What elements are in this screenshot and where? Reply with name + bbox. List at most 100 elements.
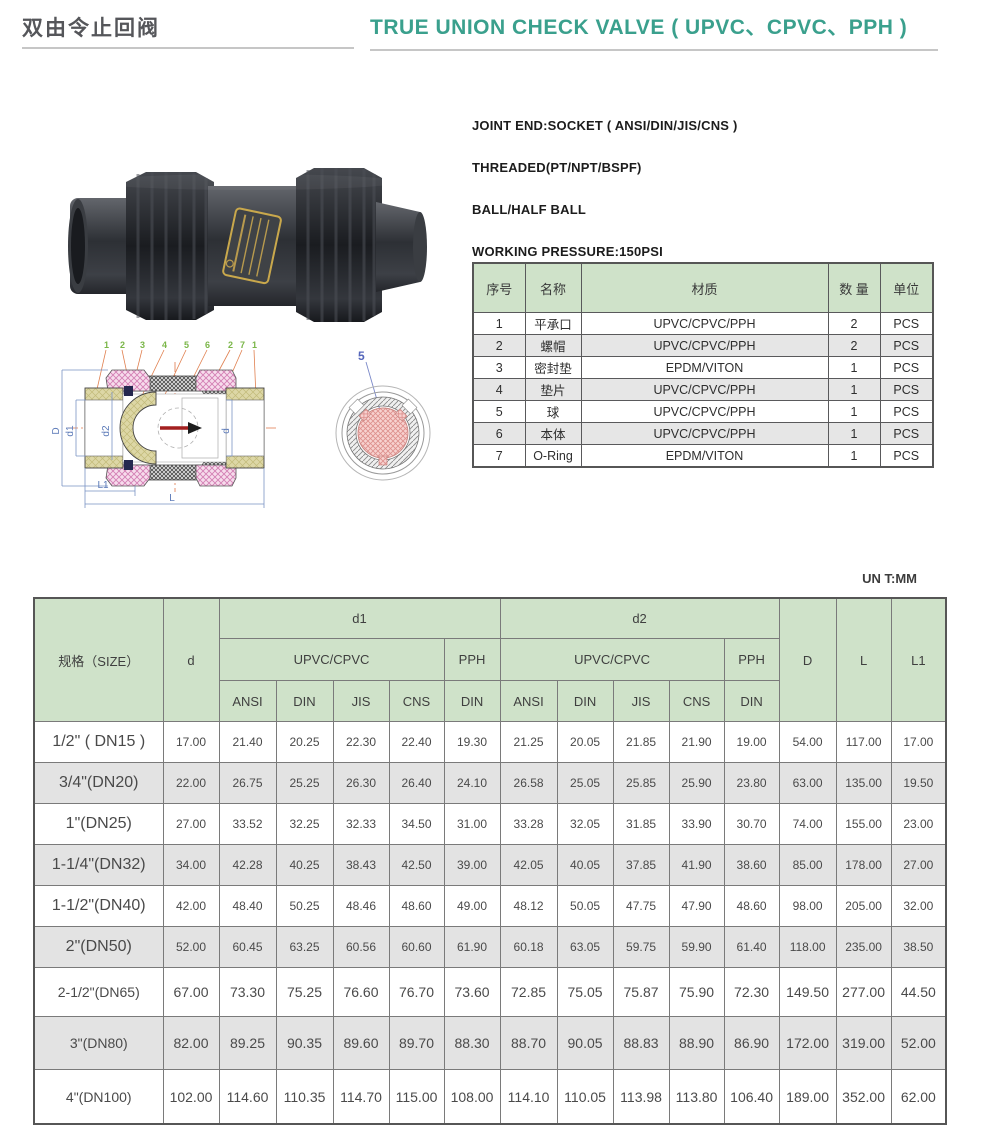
- parts-table: 序号 名称 材质 数 量 单位 1 平承口 UPVC/CPVC/PPH 2 PCS 2 螺帽…: [472, 262, 934, 468]
- dim-value-cell: 19.30: [443, 721, 501, 763]
- dim-value-cell: 49.00: [443, 885, 501, 927]
- dim-value-cell: 40.05: [556, 844, 614, 886]
- union-nut-left-bottom: [105, 464, 151, 487]
- size-cell: 1/2" ( DN15 ): [33, 721, 164, 763]
- parts-table-row: 7 O-Ring EPDM/VITON 1 PCS: [472, 444, 934, 468]
- dim-value-cell: 63.00: [778, 762, 837, 804]
- unit-note: UN T:MM: [862, 571, 917, 586]
- parts-table-cell: UPVC/CPVC/PPH: [580, 334, 829, 357]
- size-cell: 1"(DN25): [33, 803, 164, 845]
- dim-value-cell: 39.00: [443, 844, 501, 886]
- header-size: 规格（SIZE）: [33, 597, 164, 722]
- dim-value-cell: 25.85: [612, 762, 670, 804]
- parts-table-cell: 平承口: [524, 312, 582, 335]
- dim-value-cell: 98.00: [778, 885, 837, 927]
- spec-ball: BALL/HALF BALL: [472, 202, 586, 217]
- dim-value-cell: 22.30: [332, 721, 390, 763]
- parts-header-unit: 单位: [879, 262, 934, 313]
- dim-value-cell: 25.25: [275, 762, 334, 804]
- dim-value-cell: 17.00: [162, 721, 220, 763]
- dim-value-cell: 38.50: [890, 926, 947, 968]
- dim-value-cell: 277.00: [835, 967, 892, 1017]
- header-d2-group: d2: [499, 597, 780, 639]
- parts-table-cell: UPVC/CPVC/PPH: [580, 400, 829, 423]
- dim-value-cell: 37.85: [612, 844, 670, 886]
- dim-value-cell: 32.00: [890, 885, 947, 927]
- ball-seat: [119, 391, 157, 465]
- dim-table-row: 1"(DN25) 27.00 33.52 32.25 32.33 34.50 31.00 33…: [33, 803, 947, 845]
- parts-table-cell: PCS: [879, 334, 934, 357]
- header-std: DIN: [443, 680, 501, 722]
- size-cell: 4"(DN100): [33, 1069, 164, 1125]
- dim-value-cell: 48.12: [499, 885, 558, 927]
- parts-table-cell: PCS: [879, 400, 934, 423]
- dim-value-cell: 31.85: [612, 803, 670, 845]
- dim-value-cell: 85.00: [778, 844, 837, 886]
- dim-value-cell: 172.00: [778, 1016, 837, 1070]
- dimension-lines: [61, 369, 265, 508]
- size-cell: 2"(DN50): [33, 926, 164, 968]
- dim-value-cell: 113.98: [612, 1069, 670, 1125]
- dim-value-cell: 22.00: [162, 762, 220, 804]
- dim-value-cell: 33.90: [668, 803, 725, 845]
- dim-value-cell: 108.00: [443, 1069, 501, 1125]
- dim-value-cell: 50.25: [275, 885, 334, 927]
- header-L1: L1: [890, 597, 947, 722]
- dim-value-cell: 155.00: [835, 803, 892, 845]
- dim-value-cell: 82.00: [162, 1016, 220, 1070]
- dim-value-cell: 23.00: [890, 803, 947, 845]
- svg-text:7: 7: [240, 340, 245, 350]
- dim-value-cell: 48.40: [218, 885, 277, 927]
- dim-value-cell: 72.85: [499, 967, 558, 1017]
- parts-table-cell: 1: [827, 444, 881, 468]
- dim-value-cell: 42.28: [218, 844, 277, 886]
- dim-value-cell: 149.50: [778, 967, 837, 1017]
- dim-value-cell: 102.00: [162, 1069, 220, 1125]
- dim-value-cell: 59.75: [612, 926, 670, 968]
- parts-table-row: 1 平承口 UPVC/CPVC/PPH 2 PCS: [472, 312, 934, 335]
- spec-threaded: THREADED(PT/NPT/BSPF): [472, 160, 642, 175]
- dim-value-cell: 73.30: [218, 967, 277, 1017]
- dim-value-cell: 135.00: [835, 762, 892, 804]
- parts-table-cell: 1: [827, 400, 881, 423]
- dim-value-cell: 19.00: [723, 721, 780, 763]
- dim-value-cell: 30.70: [723, 803, 780, 845]
- dim-value-cell: 205.00: [835, 885, 892, 927]
- dim-value-cell: 60.60: [388, 926, 445, 968]
- svg-text:1: 1: [104, 340, 109, 350]
- dim-value-cell: 25.90: [668, 762, 725, 804]
- dim-value-cell: 23.80: [723, 762, 780, 804]
- parts-table-row: 2 螺帽 UPVC/CPVC/PPH 2 PCS: [472, 334, 934, 357]
- header-d2-upvc-cpvc: UPVC/CPVC: [499, 638, 725, 681]
- valve-right-union-nut: [296, 168, 382, 322]
- dimension-labels: D d1 d2 d L1 L: [51, 425, 232, 504]
- header-std: CNS: [388, 680, 445, 722]
- dim-value-cell: 74.00: [778, 803, 837, 845]
- dim-value-cell: 63.05: [556, 926, 614, 968]
- dim-value-cell: 72.30: [723, 967, 780, 1017]
- seal-top: [124, 386, 133, 396]
- dim-value-cell: 26.40: [388, 762, 445, 804]
- end-view-callout-5: 5: [358, 349, 365, 363]
- header-d1-group: d1: [218, 597, 501, 639]
- svg-text:2: 2: [120, 340, 125, 350]
- parts-table-cell: 螺帽: [524, 334, 582, 357]
- parts-table-cell: UPVC/CPVC/PPH: [580, 378, 829, 401]
- dim-value-cell: 42.50: [388, 844, 445, 886]
- parts-table-cell: PCS: [879, 378, 934, 401]
- dim-value-cell: 319.00: [835, 1016, 892, 1070]
- valve-left-socket: [70, 198, 140, 294]
- dim-value-cell: 34.50: [388, 803, 445, 845]
- parts-table-cell: 1: [472, 312, 526, 335]
- dim-value-cell: 32.25: [275, 803, 334, 845]
- header-std: ANSI: [218, 680, 277, 722]
- parts-table-row: 4 垫片 UPVC/CPVC/PPH 1 PCS: [472, 378, 934, 401]
- header-std: ANSI: [499, 680, 558, 722]
- dim-table-row: 1-1/4"(DN32) 34.00 42.28 40.25 38.43 42.50 39.…: [33, 844, 947, 886]
- dim-value-cell: 113.80: [668, 1069, 725, 1125]
- parts-table-cell: 7: [472, 444, 526, 468]
- dim-value-cell: 47.75: [612, 885, 670, 927]
- svg-text:L1: L1: [97, 480, 109, 491]
- page-title-chinese: 双由令止回阀: [22, 17, 160, 40]
- dim-value-cell: 31.00: [443, 803, 501, 845]
